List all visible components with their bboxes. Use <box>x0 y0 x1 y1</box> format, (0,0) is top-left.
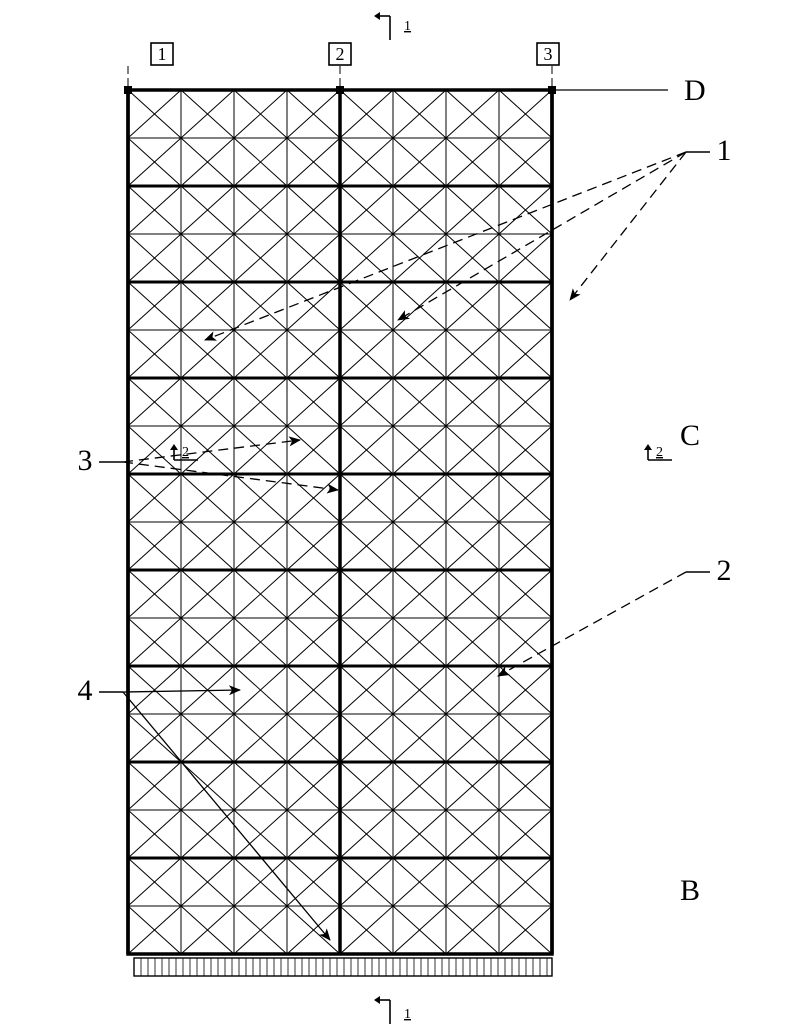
section-marker-label-1: 1 <box>404 19 411 34</box>
column-node-3 <box>548 86 556 94</box>
section-marker-label-2: 2 <box>182 445 189 460</box>
column-header-label-1: 1 <box>158 44 167 64</box>
column-node-2 <box>336 86 344 94</box>
section-marker-arrowhead <box>170 444 178 450</box>
row-label-C: C <box>680 419 700 452</box>
column-header-label-3: 3 <box>544 44 553 64</box>
callout-number-2: 2 <box>717 554 732 587</box>
callout-arrow-2 <box>498 572 686 676</box>
callout-number-1: 1 <box>717 134 732 167</box>
section-marker-arrowhead <box>644 444 652 450</box>
callout-number-4: 4 <box>78 674 93 707</box>
callout-annotations: 1 2 3 4 <box>78 134 732 940</box>
row-label-D: D <box>684 74 706 107</box>
callout-number-3: 3 <box>78 444 93 477</box>
callout-arrow-1 <box>570 152 686 300</box>
column-node-1 <box>124 86 132 94</box>
column-header-label-2: 2 <box>336 44 345 64</box>
callout-arrow-3 <box>123 440 300 462</box>
row-label-B: B <box>680 874 700 907</box>
callout-arrow-4 <box>123 692 330 940</box>
hatch-strip <box>134 958 552 976</box>
section-marker-label-1: 1 <box>404 1007 411 1022</box>
column-headers: 1 2 3 <box>151 43 559 65</box>
section-marker-arrowhead <box>374 996 380 1004</box>
section-marker-label-2: 2 <box>656 445 663 460</box>
callout-arrow-3 <box>123 462 338 490</box>
structural-grid <box>124 66 668 954</box>
section-marker-arrowhead <box>374 12 380 20</box>
engineering-diagram-svg: 1 2 3 D C B 1 1 2 2 1 2 3 4 <box>0 0 800 1036</box>
row-labels: D C B <box>680 74 706 907</box>
